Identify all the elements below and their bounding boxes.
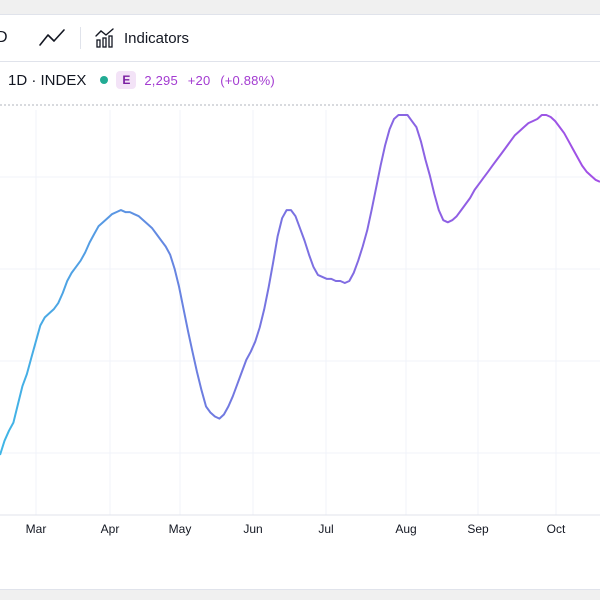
- chart-plot[interactable]: Mar Apr May Jun Jul Aug Sep Oct: [0, 15, 600, 589]
- last-value: 2,295: [144, 72, 178, 88]
- chart-toolbar: D Indicators: [0, 15, 600, 62]
- timeframe-button-partial[interactable]: D: [0, 29, 8, 46]
- indicators-button[interactable]: Indicators: [94, 25, 189, 51]
- chart-type-button[interactable]: [36, 25, 68, 51]
- indicators-label: Indicators: [124, 29, 190, 47]
- price-line: [0, 114, 600, 456]
- x-tick-label: Sep: [467, 522, 489, 536]
- symbol-legend: 1D · INDEX E 2,295 +20 (+0.88%): [8, 69, 281, 91]
- indicators-icon: [95, 28, 114, 48]
- change-percent: (+0.88%): [220, 72, 275, 88]
- symbol-title[interactable]: 1D · INDEX: [8, 71, 87, 89]
- change-value: +20: [187, 72, 211, 88]
- x-tick-label: Apr: [101, 522, 120, 536]
- x-tick-label: Oct: [547, 522, 566, 536]
- chart-widget: D Indicators 1D · INDEX E 2,295 +20 (+0.…: [0, 14, 600, 590]
- x-tick-label: Jun: [243, 522, 262, 536]
- market-status-badge[interactable]: E: [116, 71, 137, 89]
- time-axis: Mar Apr May Jun Jul Aug Sep Oct: [26, 522, 566, 536]
- line-chart-icon: [39, 29, 65, 46]
- market-status-dot: [100, 76, 109, 84]
- x-tick-label: Aug: [395, 522, 416, 536]
- x-tick-label: Jul: [318, 522, 333, 536]
- x-tick-label: Mar: [26, 522, 47, 536]
- price-values: 2,295 +20 (+0.88%): [144, 73, 281, 88]
- toolbar-separator: [80, 27, 81, 49]
- chart-grid: [0, 110, 600, 515]
- x-tick-label: May: [169, 522, 192, 536]
